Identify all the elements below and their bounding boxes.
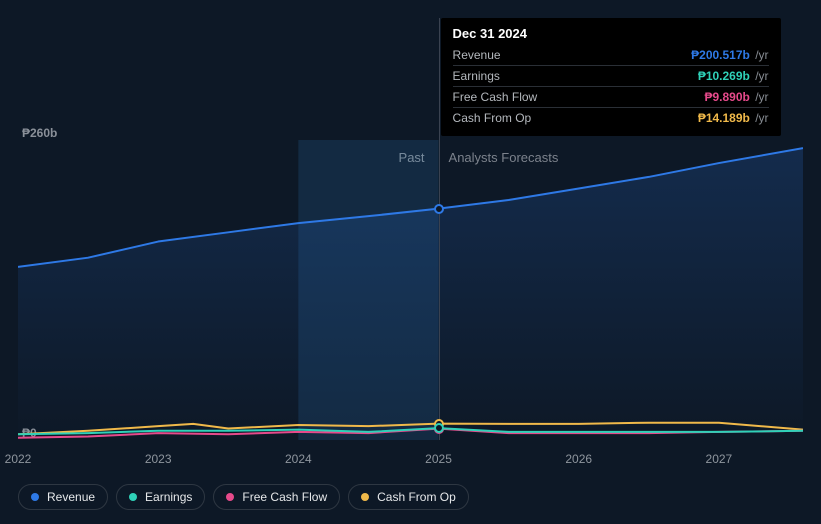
legend-label: Free Cash Flow [242,490,327,504]
tooltip-metric-name: Cash From Op [453,111,532,125]
tooltip-date: Dec 31 2024 [453,26,769,45]
tooltip-row: Earnings ₱10.269b /yr [453,66,769,87]
marker-earnings [434,423,444,433]
tooltip-row: Revenue ₱200.517b /yr [453,45,769,66]
legend-label: Revenue [47,490,95,504]
tooltip-metric-value: ₱200.517b /yr [691,48,768,62]
tooltip-metric-value: ₱14.189b /yr [698,111,769,125]
legend-item-revenue[interactable]: Revenue [18,484,108,510]
x-axis: 202220232024202520262027 [18,452,803,472]
tooltip-metric-name: Free Cash Flow [453,90,538,104]
plot[interactable] [18,140,803,440]
marker-revenue [434,204,444,214]
tooltip-unit: /yr [752,111,769,125]
legend-label: Cash From Op [377,490,456,504]
tooltip-row: Cash From Op ₱14.189b /yr [453,108,769,128]
legend-dot-icon [226,493,234,501]
x-tick-label: 2027 [706,452,733,466]
tooltip-unit: /yr [752,48,769,62]
y-tick-label: ₱260b [22,126,57,140]
tooltip-metric-value: ₱10.269b /yr [698,69,769,83]
x-tick-label: 2025 [425,452,452,466]
legend-label: Earnings [145,490,192,504]
legend-item-cash_from_op[interactable]: Cash From Op [348,484,469,510]
legend-dot-icon [361,493,369,501]
legend-dot-icon [129,493,137,501]
x-tick-label: 2023 [145,452,172,466]
tooltip: Dec 31 2024 Revenue ₱200.517b /yr Earnings… [441,18,781,136]
tooltip-metric-value: ₱9.890b /yr [704,90,768,104]
tooltip-unit: /yr [752,69,769,83]
x-tick-label: 2026 [565,452,592,466]
legend-item-earnings[interactable]: Earnings [116,484,205,510]
plot-svg [18,140,803,440]
x-tick-label: 2024 [285,452,312,466]
tooltip-metric-name: Revenue [453,48,501,62]
legend-item-free_cash_flow[interactable]: Free Cash Flow [213,484,340,510]
tooltip-unit: /yr [752,90,769,104]
cursor-line [439,18,440,440]
tooltip-metric-name: Earnings [453,69,500,83]
x-tick-label: 2022 [5,452,32,466]
legend-dot-icon [31,493,39,501]
tooltip-row: Free Cash Flow ₱9.890b /yr [453,87,769,108]
legend: Revenue Earnings Free Cash Flow Cash From O… [18,484,469,510]
